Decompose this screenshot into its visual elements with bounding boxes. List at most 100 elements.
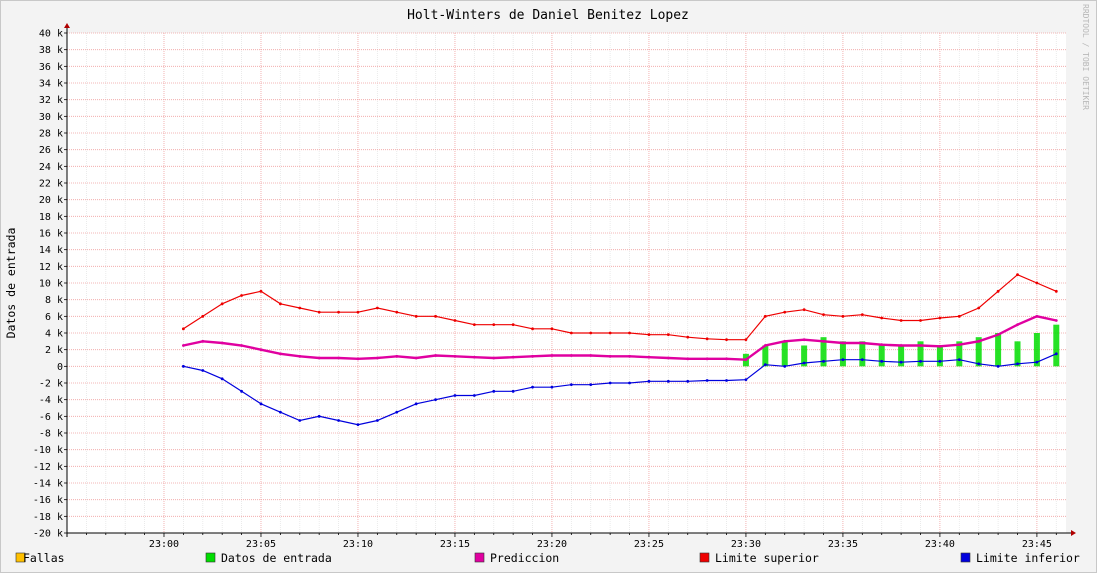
legend-label: Limite inferior <box>976 551 1080 565</box>
data-point <box>337 419 340 422</box>
y-tick-label: 10 k <box>39 279 63 290</box>
data-point <box>744 338 748 342</box>
data-point <box>356 310 360 314</box>
y-tick-label: 22 k <box>39 179 63 190</box>
legend-swatch <box>474 552 485 563</box>
legend-swatch <box>205 552 216 563</box>
x-tick-label: 23:05 <box>246 539 276 550</box>
data-point <box>744 358 748 362</box>
data-point <box>1054 289 1058 293</box>
y-tick-label: 14 k <box>39 245 63 256</box>
y-tick-label: 16 k <box>39 229 63 240</box>
x-tick-label: 23:30 <box>731 539 761 550</box>
data-point <box>919 359 922 363</box>
data-point <box>860 341 864 345</box>
data-point <box>996 333 1000 337</box>
data-point <box>531 354 534 358</box>
data-point <box>647 355 651 359</box>
y-tick-label: -20 k <box>33 529 63 540</box>
data-point <box>550 354 554 357</box>
y-axis-label: Datos de entrada <box>4 228 18 339</box>
y-axis-arrow <box>64 23 70 28</box>
data-point <box>589 331 593 335</box>
data-point <box>356 423 360 427</box>
data-point <box>453 394 457 397</box>
data-point <box>996 289 1000 293</box>
data-bar <box>839 341 846 367</box>
legend-item-0: Fallas <box>15 551 65 565</box>
data-point <box>181 344 185 347</box>
y-tick-label: 40 k <box>39 29 63 40</box>
data-point <box>725 379 728 382</box>
legend-item-2: Prediccion <box>474 551 559 565</box>
data-point <box>395 310 399 314</box>
legend-label: Fallas <box>23 551 65 565</box>
data-point <box>880 359 884 363</box>
y-tick-label: 20 k <box>39 195 63 206</box>
data-point <box>414 356 418 360</box>
data-bar <box>975 337 982 367</box>
data-point <box>608 381 612 385</box>
data-point <box>919 319 922 322</box>
data-point <box>531 385 534 389</box>
data-point <box>977 362 981 366</box>
data-point <box>220 377 224 381</box>
y-tick-label: 32 k <box>39 95 63 106</box>
data-point <box>647 379 651 383</box>
legend-swatch <box>15 552 26 563</box>
plot-canvas <box>67 33 1066 533</box>
data-bar <box>917 341 924 367</box>
data-point <box>414 314 418 318</box>
data-point <box>996 364 1000 368</box>
data-point <box>686 379 690 383</box>
data-point <box>802 361 806 365</box>
data-point <box>822 359 825 363</box>
data-point <box>337 310 340 314</box>
data-point <box>899 360 903 364</box>
data-point <box>666 333 670 337</box>
data-point <box>783 310 787 314</box>
legend-item-3: Limite superior <box>699 551 819 565</box>
y-tick-label: -18 k <box>33 512 63 523</box>
y-tick-label: 0 <box>57 362 63 373</box>
data-point <box>763 344 767 347</box>
data-bar <box>781 341 788 367</box>
y-tick-label: 38 k <box>39 45 63 56</box>
data-point <box>550 327 554 331</box>
x-tick-label: 23:25 <box>634 539 664 550</box>
series-layer <box>181 273 1060 427</box>
data-point <box>705 379 709 382</box>
data-point <box>569 383 573 387</box>
data-point <box>1054 352 1058 356</box>
data-point <box>550 385 554 389</box>
y-tick-label: 6 k <box>45 312 63 323</box>
data-point <box>298 306 302 310</box>
data-point <box>841 358 845 362</box>
data-point <box>569 331 573 335</box>
data-point <box>220 341 224 345</box>
data-point <box>201 314 205 318</box>
y-tick-labels: 40 k 38 k 36 k 34 k 32 k 30 k 28 k 26 k 24 k 22 k… <box>33 29 63 540</box>
data-point <box>589 383 593 387</box>
data-point <box>608 354 612 358</box>
legend-swatch <box>699 552 710 563</box>
data-point <box>1035 281 1039 285</box>
y-tick-label: -16 k <box>33 495 63 506</box>
series-4 <box>181 352 1058 427</box>
data-point <box>1054 319 1058 322</box>
y-tick-label: 8 k <box>45 295 63 306</box>
legend-item-4: Limite inferior <box>960 551 1080 565</box>
data-point <box>375 356 379 360</box>
data-bar <box>762 345 769 367</box>
x-tick-label: 23:00 <box>149 539 179 550</box>
legend-label: Limite superior <box>715 551 819 565</box>
data-point <box>181 364 185 368</box>
legend-label: Datos de entrada <box>221 551 332 565</box>
data-point <box>899 344 903 347</box>
data-point <box>259 289 263 293</box>
data-point <box>453 319 457 322</box>
x-tick-label: 23:10 <box>343 539 373 550</box>
data-point <box>317 414 321 418</box>
x-tick-label: 23:35 <box>828 539 858 550</box>
data-point <box>240 294 243 297</box>
